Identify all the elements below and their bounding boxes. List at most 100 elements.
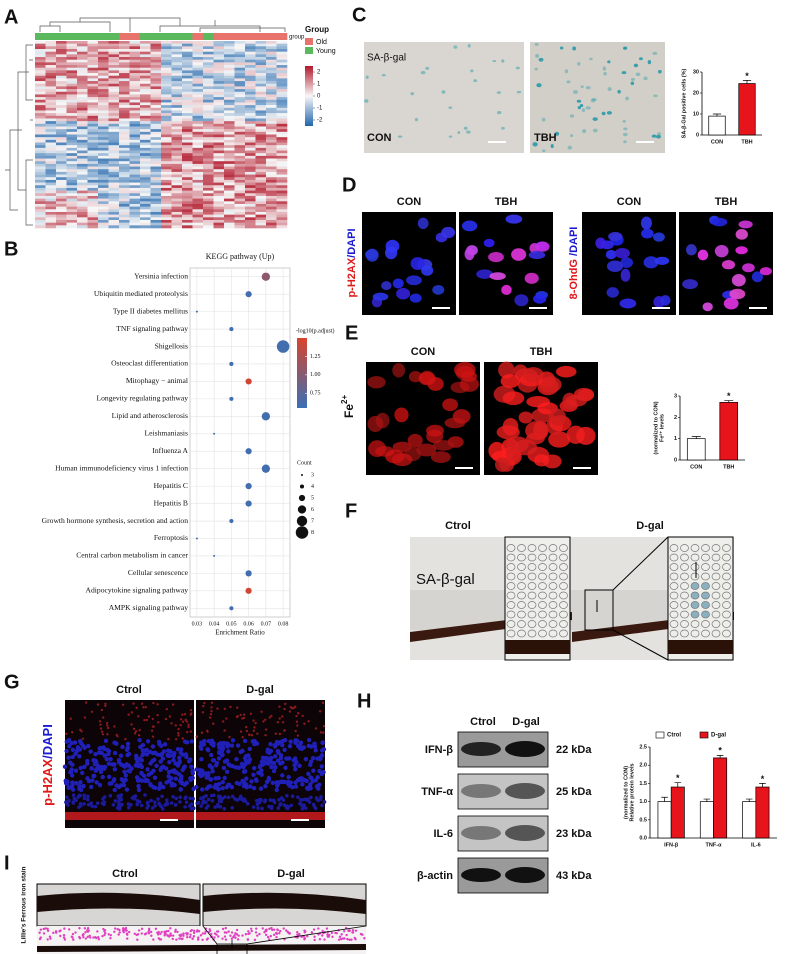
stained-nucleus [62,936,66,939]
heatmap-cell [224,65,235,69]
heatmap-cell [56,169,67,173]
heatmap-cell [266,171,277,175]
stained-nucleus [268,927,271,931]
heatmap-cell [129,73,141,77]
heatmap-cell [98,161,109,165]
heatmap-cell [255,46,267,50]
nucleus [102,746,107,752]
heatmap-cell [182,46,193,50]
heatmap-cell [161,206,172,210]
nucleus [71,793,76,797]
nucleus [219,753,225,758]
protein-label: β-actin [417,870,453,882]
heatmap-cell [224,97,235,101]
speck [303,722,306,725]
heatmap-cell [129,219,141,223]
heatmap-cell [182,155,193,159]
speck [106,724,109,727]
nucleus [216,787,221,792]
nucleus [66,755,71,760]
heatmap-cell [203,195,214,199]
heatmap-cell [108,121,120,125]
heatmap-cell [108,203,120,207]
heatmap-cell [213,99,225,103]
heatmap-cell [213,179,225,183]
group-track-cell [129,33,141,40]
stained-nucleus [192,931,196,935]
heatmap-cell [150,54,162,58]
heatmap-cell [203,214,214,218]
nucleus [117,799,121,804]
heatmap-cell [192,131,204,135]
stained-nucleus [182,932,185,935]
nucleus [135,759,140,765]
heatmap-cell [245,115,256,119]
heatmap-cell [35,65,46,69]
heatmap-cell [255,105,267,109]
panel-letter: A [4,6,18,28]
nucleus [112,767,118,772]
heatmap-cell [140,166,151,170]
heatmap-cell [108,73,120,77]
stained-nucleus [178,937,181,940]
stained-nucleus [171,934,175,937]
cell [496,91,501,94]
heatmap-cell [213,169,225,173]
heatmap-cell [224,145,235,149]
speck [268,716,271,719]
heatmap-cell [45,182,57,186]
cell [647,59,652,65]
heatmap-cell [66,94,78,98]
heatmap-cell [245,174,256,178]
cell-outline [690,582,700,590]
nucleus [65,795,69,800]
stained-nucleus [52,931,55,935]
nucleus [290,794,295,799]
heatmap-cell [150,121,162,125]
heatmap-cell [108,86,120,90]
stained-nucleus [74,931,77,934]
heatmap-cell [192,115,204,119]
stained-nucleus [182,934,185,937]
chart-title: KEGG pathway (Up) [206,252,275,261]
heatmap-cell [245,83,256,87]
heatmap-cell [182,70,193,74]
heatmap-cell [56,83,67,87]
cell [416,443,437,457]
heatmap-cell [150,123,162,127]
speck [181,737,185,740]
heatmap-cell [56,214,67,218]
bar [670,786,685,839]
heatmap-cell [35,118,46,122]
cell [603,71,607,76]
stained-nucleus [159,932,162,936]
heatmap-cell [213,139,225,143]
heatmap-cell [203,89,214,93]
cell [534,42,539,46]
heatmap-cell [266,70,277,74]
heatmap-cell [108,105,120,109]
heatmap-cell [245,46,256,50]
heatmap-cell [45,131,57,135]
heatmap-cell [224,121,235,125]
speck [241,736,244,739]
heatmap-cell [213,126,225,130]
heatmap-cell [161,118,172,122]
heatmap-cell [171,155,183,159]
stained-nucleus [196,938,200,941]
nucleus [138,744,143,750]
nucleus [198,773,204,779]
heatmap-cell [192,51,204,55]
stain-label: SA-β-gal [367,53,406,64]
size-key-label: 4 [311,484,314,490]
heatmap-cell [266,78,277,82]
stained-nucleus [95,936,98,940]
speck [165,707,169,711]
cell-outline [527,582,537,590]
heatmap-cell [98,185,109,189]
heatmap-cell [255,57,267,60]
heatmap-cell [150,161,162,165]
nucleus [96,750,102,755]
band [505,825,545,841]
dot [229,396,234,401]
